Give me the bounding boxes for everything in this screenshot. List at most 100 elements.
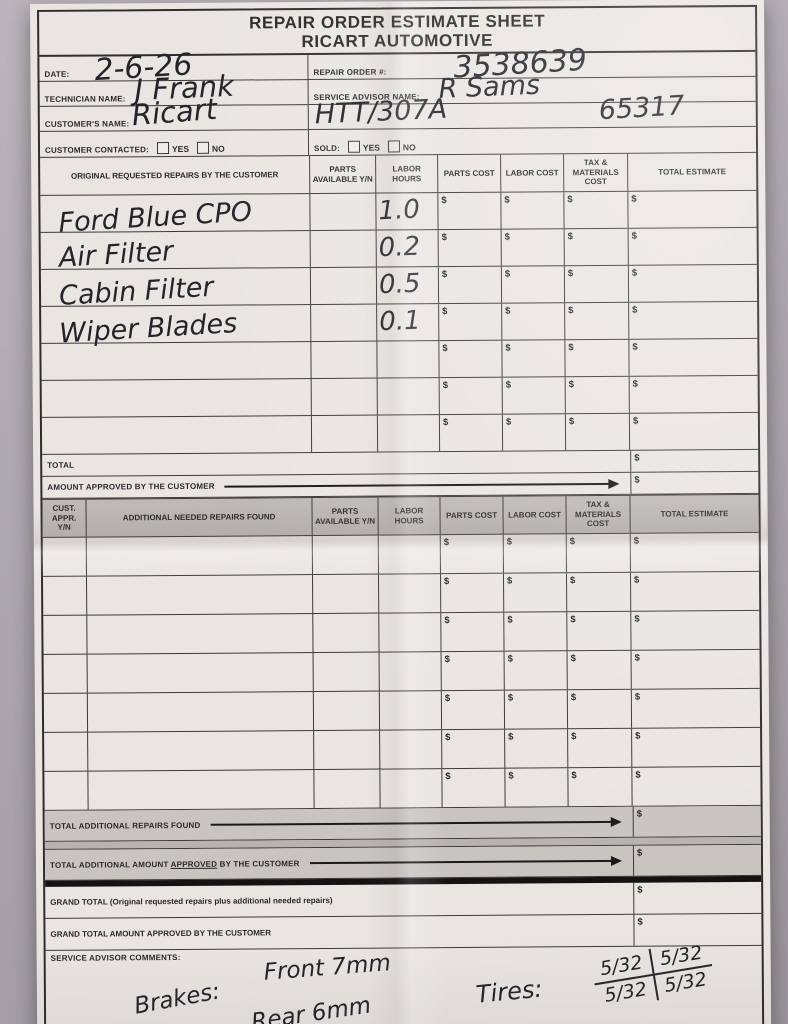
labor-cost-cell: $ [501, 266, 566, 303]
total-additional-left: TOTAL ADDITIONAL REPAIRS FOUND [45, 807, 633, 841]
dollar-sign: $ [632, 415, 639, 427]
total-additional-approved-label: TOTAL ADDITIONAL AMOUNT APPROVED BY THE … [50, 859, 300, 870]
sheet-border: REPAIR ORDER ESTIMATE SHEET RICART AUTOM… [37, 4, 765, 1024]
labor-cost-cell: $ [504, 690, 569, 729]
sold-no-checkbox-icon [387, 140, 400, 153]
dollar-sign: $ [632, 341, 638, 353]
parts-available-cell [310, 230, 377, 268]
total-estimate-cell: $ [629, 265, 757, 302]
dollar-sign: $ [637, 916, 643, 928]
dollar-sign: $ [443, 537, 450, 549]
total-estimate-cell: $ [632, 650, 760, 689]
tax-materials-cost-cell: $ [565, 376, 630, 414]
parts-cost-cell: $ [438, 229, 502, 267]
handwritten-labor-hours: 0.1 [378, 305, 422, 338]
parts-available-cell [311, 341, 378, 379]
total-amount-cell: $ [630, 449, 759, 472]
labor-hours-cell: 0.1 [377, 304, 440, 341]
dollar-sign: $ [507, 653, 513, 665]
labor-cost-cell: $ [505, 768, 569, 807]
dollar-sign: $ [504, 194, 510, 206]
dollar-sign: $ [570, 575, 576, 587]
additional-repair-description-cell [87, 692, 315, 732]
table2-header-description: ADDITIONAL NEEDED REPAIRS FOUND [86, 498, 313, 537]
labor-hours-cell: 0.2 [376, 230, 439, 267]
dollar-sign: $ [570, 653, 576, 665]
labor-hours-cell [379, 691, 443, 730]
table1-row: $ $ $ $ [41, 375, 758, 418]
table2-header-labor-hours: LABOR HOURS [378, 497, 441, 535]
dollar-sign: $ [507, 692, 514, 704]
total-estimate-cell: $ [631, 572, 759, 611]
handwritten-repair-description: Air Filter [57, 236, 175, 274]
dollar-sign: $ [632, 304, 638, 316]
labor-hours-cell: 0.5 [376, 267, 440, 304]
labor-cost-cell: $ [502, 303, 566, 340]
dollar-sign: $ [571, 770, 577, 782]
tax-materials-cost-cell: $ [567, 611, 632, 651]
dollar-sign: $ [570, 692, 577, 704]
dollar-sign: $ [631, 230, 637, 242]
dollar-sign: $ [505, 342, 511, 354]
total-estimate-cell: $ [630, 376, 758, 413]
dollar-sign: $ [507, 575, 513, 587]
additional-repair-description-cell [88, 770, 315, 810]
handwritten-repair-description: Cabin Filter [58, 271, 215, 312]
total-additional-cell: $ [632, 805, 761, 837]
customer-contacted-field: CUSTOMER CONTACTED: YES NO [40, 130, 308, 157]
additional-repair-description-cell [86, 575, 314, 615]
grand-total-cell: $ [633, 881, 762, 914]
dollar-sign: $ [634, 574, 640, 586]
handwritten-tires-label: Tires: [474, 974, 544, 1009]
repair-description-cell [41, 379, 312, 417]
dollar-sign: $ [445, 732, 451, 744]
total-estimate-cell: $ [632, 728, 760, 767]
repair-description-cell: Air Filter [40, 231, 311, 274]
repair-description-cell: Wiper Blades [41, 305, 312, 349]
table2-row: $ $ $ $ [43, 610, 760, 655]
total-additional-approved-left: TOTAL ADDITIONAL AMOUNT APPROVED BY THE … [45, 846, 633, 880]
customer-contacted-no-checkbox-icon [196, 141, 210, 154]
table1-row: $ $ $ $ [41, 412, 759, 455]
dollar-sign: $ [567, 268, 574, 280]
total-additional-label: TOTAL ADDITIONAL REPAIRS FOUND [49, 820, 201, 831]
cust-appr-cell [44, 732, 89, 771]
handwritten-labor-hours: 0.2 [378, 231, 421, 264]
tax-materials-cost-cell: $ [566, 572, 632, 612]
dollar-sign: $ [445, 771, 451, 783]
total-estimate-cell: $ [630, 413, 758, 450]
table1-row: Cabin Filter 0.5 $ $ $ $ [40, 264, 758, 312]
grand-total-approved-label: GRAND TOTAL AMOUNT APPROVED BY THE CUSTO… [50, 928, 271, 939]
table2-row: $ $ $ $ [43, 649, 760, 694]
amount-approved-left: AMOUNT APPROVED BY THE CUSTOMER [42, 473, 630, 498]
customer-field: CUSTOMER'S NAME: Ricart [39, 92, 308, 132]
total-estimate-cell: $ [631, 533, 759, 572]
info-right-column: REPAIR ORDER #: 3538639 SERVICE ADVISOR … [308, 43, 756, 155]
dollar-sign: $ [635, 730, 641, 742]
parts-available-cell [313, 652, 380, 692]
total-additional-approved-cell: $ [632, 844, 762, 876]
table1-row: Wiper Blades 0.1 $ $ $ $ [41, 301, 758, 349]
table2-header-total-estimate: TOTAL ESTIMATE [660, 508, 729, 519]
total-estimate-cell: $ [632, 767, 760, 806]
table1-row: Air Filter 0.2 $ $ $ $ [40, 227, 757, 274]
table1-header: ORIGINAL REQUESTED REPAIRS BY THE CUSTOM… [40, 151, 757, 196]
dollar-sign: $ [508, 770, 514, 782]
table2-row: $ $ $ $ [44, 727, 761, 772]
labor-cost-cell: $ [503, 534, 567, 573]
dollar-sign: $ [569, 536, 576, 548]
parts-cost-cell: $ [440, 573, 505, 613]
dollar-sign: $ [632, 378, 639, 390]
labor-hours-cell [379, 613, 442, 652]
repair-order-number-label: REPAIR ORDER #: [313, 67, 387, 78]
labor-hours-cell: 1.0 [376, 193, 439, 230]
parts-cost-cell: $ [440, 534, 504, 574]
labor-hours-cell [378, 535, 441, 574]
table2-row: $ $ $ $ [44, 766, 761, 811]
total-label: TOTAL [47, 460, 75, 470]
parts-cost-cell: $ [441, 612, 505, 652]
labor-cost-cell: $ [501, 192, 565, 229]
labor-hours-cell [378, 574, 442, 613]
repair-description-cell: Cabin Filter [40, 268, 312, 312]
